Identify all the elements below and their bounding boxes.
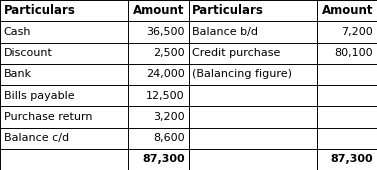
- Text: 87,300: 87,300: [331, 154, 373, 164]
- Text: Particulars: Particulars: [4, 4, 76, 17]
- Text: 80,100: 80,100: [335, 48, 373, 58]
- Text: 12,500: 12,500: [146, 91, 185, 101]
- Text: 24,000: 24,000: [146, 69, 185, 79]
- Text: 2,500: 2,500: [153, 48, 185, 58]
- Text: Amount: Amount: [322, 4, 373, 17]
- Text: 3,200: 3,200: [153, 112, 185, 122]
- Text: Cash: Cash: [4, 27, 31, 37]
- Text: Bank: Bank: [4, 69, 32, 79]
- Text: Bills payable: Bills payable: [4, 91, 74, 101]
- Text: Discount: Discount: [4, 48, 53, 58]
- Text: 87,300: 87,300: [142, 154, 185, 164]
- Text: 8,600: 8,600: [153, 133, 185, 143]
- Text: Balance c/d: Balance c/d: [4, 133, 69, 143]
- Text: Credit purchase: Credit purchase: [192, 48, 280, 58]
- Text: (Balancing figure): (Balancing figure): [192, 69, 292, 79]
- Text: Balance b/d: Balance b/d: [192, 27, 258, 37]
- Text: 7,200: 7,200: [342, 27, 373, 37]
- Text: Purchase return: Purchase return: [4, 112, 92, 122]
- Text: Amount: Amount: [133, 4, 185, 17]
- Text: Particulars: Particulars: [192, 4, 264, 17]
- Text: 36,500: 36,500: [146, 27, 185, 37]
